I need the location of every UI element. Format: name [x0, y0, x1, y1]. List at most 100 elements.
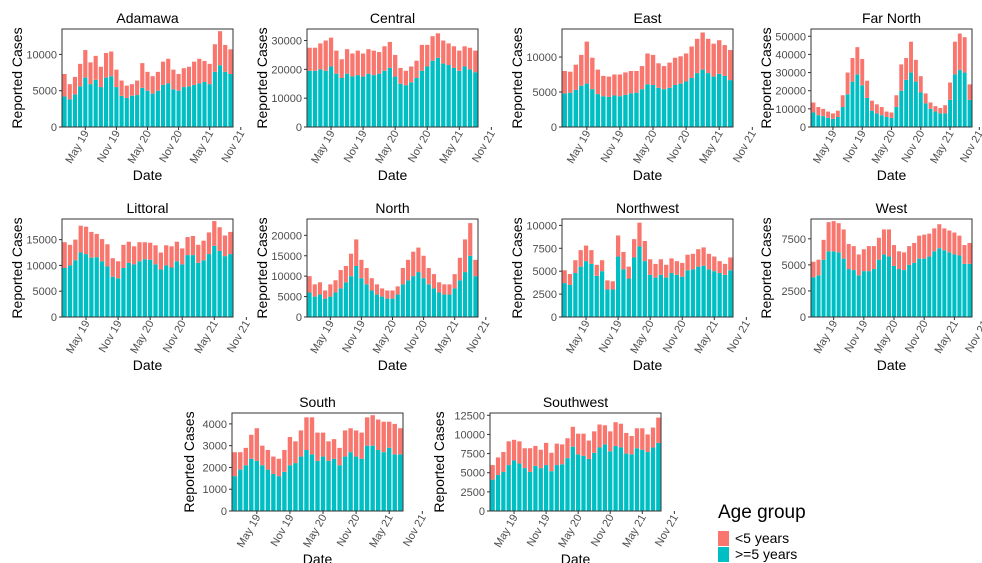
bar-north-over5-12 [369, 290, 374, 317]
bar-adamawa-over5-4 [83, 77, 88, 127]
bar-adamawa-under5-9 [109, 51, 114, 77]
bar-littoral-over5-19 [164, 265, 169, 317]
panel-title-adamawa: Adamawa [116, 10, 178, 26]
bar-littoral-over5-21 [174, 261, 180, 317]
bar-southwest-under5-1 [495, 457, 501, 476]
legend-item-under-5: <5 years [718, 530, 878, 546]
x-tick-label-south-3: Nov 20 [335, 513, 363, 549]
bar-northwest-under5-27 [706, 253, 712, 270]
bar-southwest-over5-18 [586, 458, 591, 511]
bar-northwest-over5-24 [690, 269, 696, 317]
x-tick-label-west-1: Nov 19 [843, 319, 871, 355]
bar-east-under5-9 [612, 74, 617, 96]
bar-south-over5-23 [359, 458, 364, 511]
bar-littoral-under5-13 [132, 246, 137, 265]
bar-east-over5-19 [667, 87, 672, 127]
bar-west-under5-0 [811, 261, 816, 278]
y-tick-label-northwest-3: 7500 [533, 243, 557, 255]
bar-south-under5-7 [271, 456, 276, 474]
bar-far-north-over5-25 [933, 111, 938, 127]
panel-title-north: North [375, 200, 409, 216]
y-axis-title-littoral: Reported Cases [9, 217, 25, 318]
y-tick-label-west-0: 0 [800, 312, 806, 324]
y-tick-label-west-3: 7500 [782, 234, 806, 246]
legend-swatch-under-5 [718, 530, 729, 546]
y-tick-label-south-1: 1000 [203, 484, 227, 496]
y-tick-label-north-2: 10000 [271, 271, 302, 283]
bar-east-over5-18 [661, 89, 667, 127]
y-tick-label-adamawa-2: 10000 [26, 49, 57, 61]
x-tick-label-littoral-3: Nov 20 [161, 319, 189, 355]
bar-north-over5-24 [431, 288, 437, 317]
bar-west-over5-3 [826, 251, 831, 317]
bar-west-under5-3 [826, 222, 831, 252]
bar-north-over5-7 [343, 282, 348, 317]
bar-northwest-over5-10 [615, 256, 621, 317]
bar-south-over5-28 [387, 447, 392, 511]
bar-southwest-under5-9 [538, 449, 543, 469]
bar-north-under5-16 [390, 290, 395, 299]
y-tick-label-east-2: 10000 [526, 52, 557, 64]
bar-adamawa-over5-27 [202, 81, 207, 127]
bar-far-north-over5-15 [884, 117, 889, 127]
x-tick-label-northwest-4: May 21 [692, 319, 720, 356]
x-tick-label-south-5: Nov 21 [401, 513, 429, 549]
bar-north-over5-0 [307, 292, 312, 317]
bar-south-under5-6 [265, 450, 271, 470]
bar-central-under5-2 [318, 43, 323, 70]
bar-northwest-over5-25 [696, 266, 701, 317]
bar-far-north-under5-9 [855, 47, 860, 75]
bar-west-over5-30 [962, 263, 967, 317]
bar-north-under5-24 [431, 274, 437, 289]
bar-far-north-over5-29 [952, 74, 957, 127]
bar-northwest-over5-15 [642, 261, 647, 317]
bar-west-under5-1 [816, 259, 821, 276]
bar-south-over5-10 [287, 465, 293, 511]
bar-east-over5-2 [573, 89, 578, 127]
legend-item-5-and-over: >=5 years [718, 546, 878, 562]
bar-northwest-over5-4 [583, 261, 589, 317]
bar-west-under5-17 [897, 251, 902, 270]
bar-adamawa-over5-30 [217, 65, 223, 127]
bar-northwest-under5-22 [680, 262, 685, 277]
bar-central-over5-12 [371, 75, 376, 127]
bar-east-over5-27 [711, 76, 716, 127]
y-tick-label-southwest-4: 10000 [454, 429, 485, 441]
bar-west-under5-31 [967, 242, 972, 264]
bar-north-under5-32 [473, 259, 478, 277]
bar-central-under5-31 [473, 50, 478, 73]
bar-south-over5-30 [398, 454, 403, 511]
bar-adamawa-under5-25 [192, 61, 197, 85]
bar-east-under5-30 [728, 50, 733, 81]
x-tick-label-east-4: May 21 [697, 129, 725, 166]
y-tick-label-north-0: 0 [296, 312, 302, 324]
y-tick-label-southwest-0: 0 [479, 506, 485, 518]
bar-northwest-under5-24 [690, 253, 696, 270]
bar-far-north-under5-0 [811, 102, 816, 113]
bar-central-over5-31 [473, 72, 478, 127]
bar-central-under5-25 [441, 40, 446, 64]
y-tick-label-central-2: 20000 [271, 64, 302, 76]
bar-northwest-under5-18 [658, 259, 663, 275]
panel-border-littoral [61, 218, 234, 318]
bar-south-under5-14 [309, 417, 315, 455]
bar-south-over5-11 [293, 463, 298, 511]
x-tick-label-far-north-1: Nov 19 [841, 129, 869, 165]
bar-west-over5-28 [952, 254, 957, 317]
bar-far-north-under5-15 [884, 111, 889, 118]
bar-northwest-over5-1 [567, 284, 573, 317]
bar-adamawa-over5-15 [140, 87, 145, 127]
bar-north-under5-22 [421, 255, 426, 279]
bar-littoral-over5-22 [180, 264, 185, 317]
panel-title-east: East [633, 10, 661, 26]
bar-far-north-over5-30 [957, 69, 962, 127]
bar-west-under5-7 [846, 244, 851, 270]
bar-central-under5-22 [425, 44, 430, 67]
x-axis-title-west: Date [877, 357, 907, 373]
bar-southwest-under5-28 [640, 428, 645, 450]
bar-north-under5-1 [312, 284, 317, 297]
bar-south-over5-19 [337, 465, 342, 511]
bar-south-under5-0 [232, 452, 237, 477]
y-tick-label-far-north-2: 20000 [775, 86, 806, 98]
bar-east-over5-28 [717, 73, 722, 127]
